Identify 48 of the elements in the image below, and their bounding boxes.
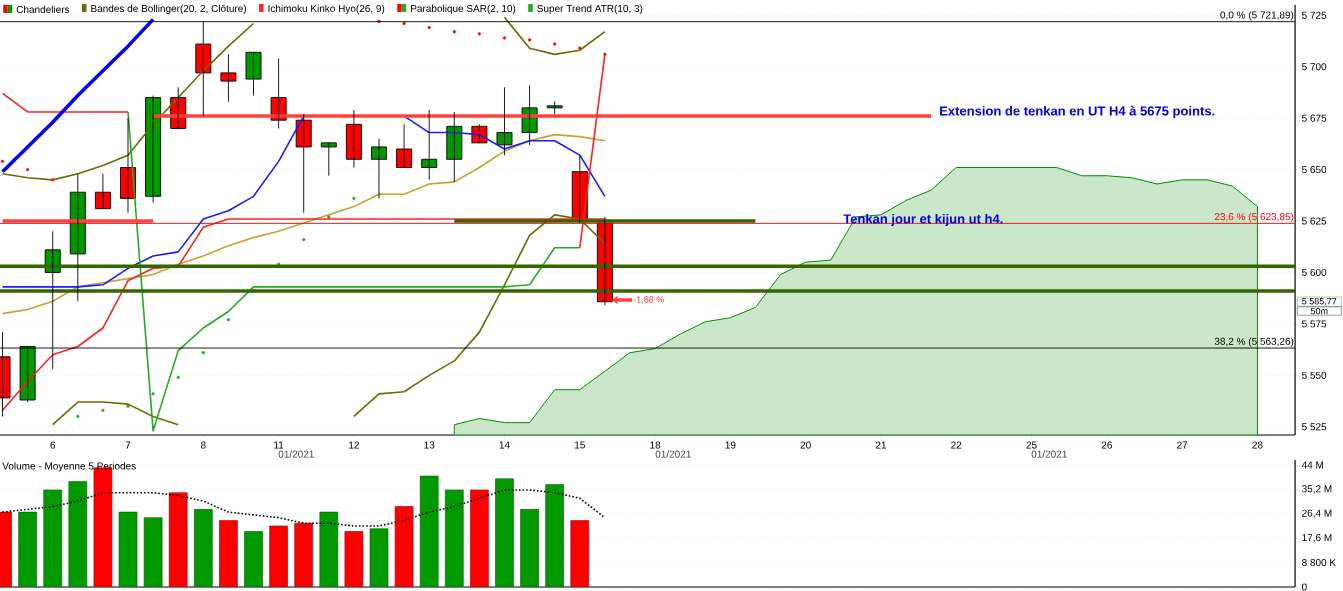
x-tick-label: 27 — [1177, 441, 1188, 449]
y-tick-label: 35,2 M — [1301, 485, 1332, 494]
y-tick-label: 0 — [1302, 583, 1307, 591]
y-tick-label: 17,6 M — [1302, 534, 1332, 543]
legend-label: Parabolique SAR(2, 10) — [411, 4, 516, 15]
x-tick-label: 22 — [951, 441, 962, 449]
x-tick-label: 19 — [725, 441, 736, 449]
legend-label: Ichimoku Kinko Hyo(26, 9) — [268, 4, 385, 15]
text: 01/2021 — [278, 450, 314, 458]
x-tick-label: 26 — [1101, 441, 1112, 449]
x-tick-label: 7 — [125, 441, 131, 449]
y-tick-label: 5 550 — [1302, 371, 1327, 379]
x-tick-label: 18 — [650, 441, 661, 449]
x-tick-label: 14 — [499, 441, 510, 449]
x-tick-label: 20 — [800, 441, 811, 449]
y-tick-label: 5 700 — [1302, 63, 1327, 71]
y-tick-label: 44 M — [1301, 461, 1324, 469]
y-tick-label: 26,4 M — [1302, 509, 1332, 518]
text: 01/2021 — [1031, 450, 1067, 458]
y-tick-label: 5 650 — [1302, 166, 1327, 174]
ref-line-label: 0,0 % (5 721,89) — [1220, 11, 1294, 21]
x-tick-label: 11 — [274, 441, 284, 449]
x-tick-label: 21 — [875, 441, 887, 449]
legend-label: Chandeliers — [16, 5, 70, 14]
y-tick-label: 8 800 K — [1302, 559, 1336, 567]
y-tick-label: 5 625 — [1302, 217, 1327, 225]
y-tick-label: 5 525 — [1302, 423, 1327, 431]
text: 50m — [1310, 307, 1328, 315]
legend-label: Super Trend ATR(10, 3) — [537, 4, 643, 15]
x-tick-label: 15 — [574, 441, 585, 449]
y-tick-label: 5 575 — [1302, 320, 1327, 328]
annotation: Extension de tenkan en UT H4 à 5675 points. — [940, 105, 1215, 119]
x-tick-label: 6 — [50, 441, 56, 449]
chart-title: Volume - Moyenne 5 Periodes — [2, 462, 136, 472]
legend-label: Bandes de Bollinger(20, 2, Clôture) — [91, 4, 247, 15]
x-tick-label: 25 — [1026, 441, 1037, 449]
x-tick-label: 13 — [424, 441, 435, 449]
ref-line-label: 38,2 % (5 563,26) — [1214, 337, 1294, 347]
text: 01/2021 — [655, 450, 691, 458]
x-tick-label: 8 — [200, 441, 206, 449]
y-tick-label: 5 675 — [1302, 114, 1327, 122]
text: 5 585,77 — [1302, 298, 1337, 306]
x-tick-label: 28 — [1252, 441, 1263, 449]
ref-line-label: 23,6 % (5 623,85) — [1214, 212, 1294, 223]
x-tick-label: 12 — [349, 441, 359, 449]
y-tick-label: 5 600 — [1302, 268, 1327, 276]
annotation: -1,68 % — [633, 296, 664, 304]
y-tick-label: 5 725 — [1302, 11, 1327, 19]
